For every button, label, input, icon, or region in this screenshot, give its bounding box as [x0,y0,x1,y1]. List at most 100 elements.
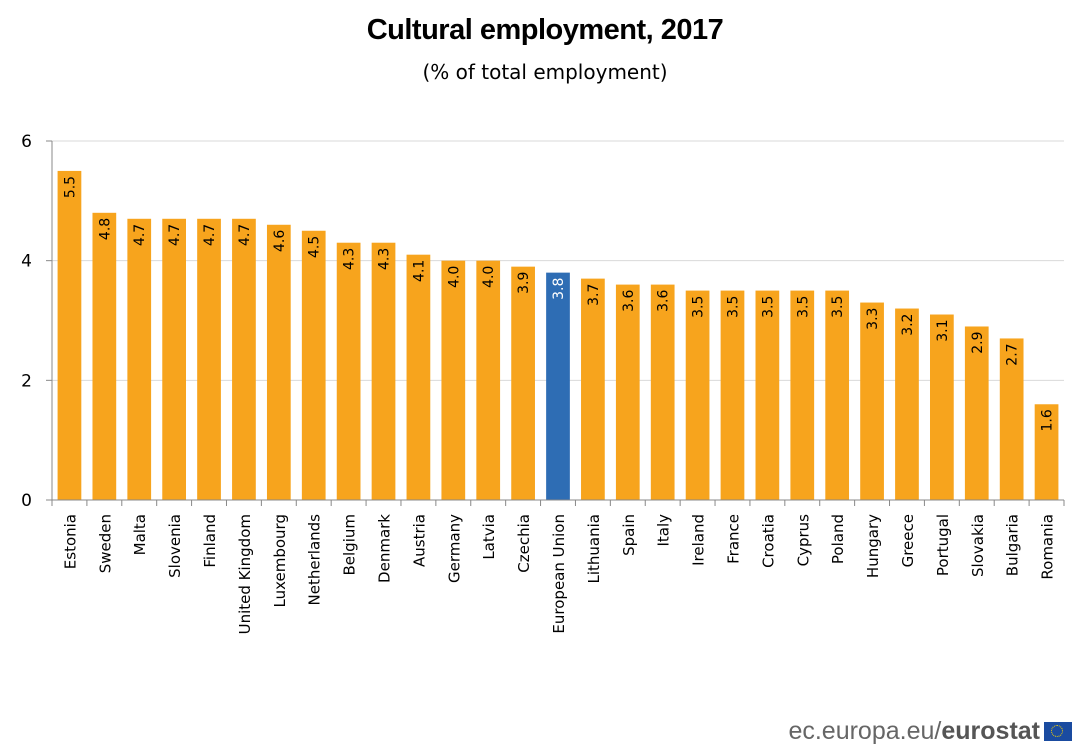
x-tick-label: Finland [201,514,219,568]
data-label: 3.5 [760,296,776,318]
x-tick-label: Netherlands [306,514,324,606]
bar-finland [197,218,221,501]
x-tick-label: Greece [899,514,917,567]
bar-slovenia [162,218,187,501]
x-tick-label: Sweden [96,514,114,573]
bar-chart: 0 2 4 6 5.5 4.8 4.7 4.7 4.7 4.7 4.6 4.5 4.3 4.3 4.1 4.… [21,132,1065,634]
bar-poland [825,290,850,500]
bar-sweden [92,212,117,501]
bar-slovakia [964,326,989,500]
x-tick-label: Cyprus [794,514,812,567]
bar-hungary [860,302,884,500]
x-tick-label: Portugal [934,514,952,576]
x-tick-label: Czechia [515,514,533,573]
data-label: 4.7 [167,224,183,246]
x-tick-label: Belgium [341,514,359,576]
x-tick-label: Latvia [480,514,498,560]
data-label: 3.9 [516,272,532,294]
data-label: 3.3 [865,308,881,330]
bars [57,170,1059,501]
bar-netherlands [301,230,326,500]
data-label: 1.6 [1040,409,1056,431]
bar-romania [1034,404,1059,500]
y-tick-label: 4 [21,252,32,272]
bar-italy [650,284,675,500]
y-tick-label: 2 [21,371,32,391]
chart-subtitle: (% of total employment) [422,60,668,84]
data-label: 4.3 [342,248,358,270]
data-label: 4.1 [411,260,427,282]
data-label: 3.5 [725,296,741,318]
bar-bulgaria [999,338,1024,500]
data-label: 4.0 [446,266,462,288]
x-tick-label: Hungary [864,514,882,578]
x-tick-label: United Kingdom [236,514,254,634]
bar-portugal [929,314,954,500]
data-label: 4.6 [272,230,288,252]
data-label: 3.5 [830,296,846,318]
data-label: 4.5 [307,236,323,258]
bar-latvia [476,260,501,500]
y-axis-ticks: 0 2 4 6 [21,132,53,511]
x-tick-label: Romania [1039,514,1057,580]
data-label: 4.7 [237,224,253,246]
bar-denmark [371,242,396,500]
x-tick-label: Italy [655,514,673,547]
data-label: 5.5 [62,176,78,198]
data-label: 3.1 [935,320,951,342]
data-label: 4.7 [132,224,148,246]
data-label: 3.6 [656,290,672,312]
x-tick-label: Bulgaria [1004,514,1022,576]
x-tick-label: European Union [550,514,568,634]
eu-flag-icon [1044,722,1072,741]
bar-malta [127,218,152,501]
data-label: 3.5 [795,296,811,318]
x-tick-label: Poland [829,514,847,564]
bar-cyprus [790,290,815,500]
x-tick-label: Germany [445,514,463,583]
bar-spain [615,284,640,500]
bar-belgium [336,242,361,500]
bar-lithuania [581,278,605,500]
source-footer: ec.europa.eu/eurostat [788,717,1072,746]
x-tick-label: Luxembourg [271,514,289,608]
data-label: 2.9 [970,331,986,353]
bar-austria [406,254,431,500]
x-tick-label: Slovakia [969,514,987,577]
data-label: 4.0 [481,266,497,288]
bar-germany [441,260,466,500]
data-label: 2.7 [1005,343,1021,365]
x-tick-label: Spain [620,514,638,556]
x-tick-label: Slovenia [166,514,184,578]
bar-european-union [546,272,570,500]
bar-united-kingdom [232,218,256,501]
x-tick-label: Denmark [376,514,394,583]
bar-ireland [685,290,710,500]
x-axis: Estonia Sweden Malta Slovenia Finland United … [51,499,1065,634]
eurostat-brand: eurostat [941,717,1040,745]
x-tick-label: France [724,514,742,564]
data-label: 4.8 [97,218,113,240]
bar-france [720,290,745,500]
x-tick-label: Austria [410,514,428,567]
bar-croatia [755,290,780,500]
bar-luxembourg [266,224,291,500]
x-tick-label: Lithuania [585,514,603,583]
x-tick-label: Estonia [61,514,79,569]
data-label: 3.6 [621,290,637,312]
data-label: 4.7 [202,224,218,246]
y-tick-label: 0 [21,491,32,511]
data-label: 3.5 [691,296,707,318]
data-label: 3.8 [551,278,567,300]
data-label: 4.3 [377,248,393,270]
bar-greece [895,308,919,500]
data-labels: 5.5 4.8 4.7 4.7 4.7 4.7 4.6 4.5 4.3 4.3 4.1 4.0 4.0 3… [62,176,1055,432]
bar-estonia [57,170,82,500]
source-url: ec.europa.eu/ [788,717,942,745]
y-tick-label: 6 [21,132,32,152]
x-tick-label: Malta [131,514,149,555]
bar-czechia [511,266,535,500]
data-label: 3.7 [586,284,602,306]
chart-title: Cultural employment, 2017 [366,14,724,46]
x-tick-label: Croatia [759,514,777,568]
